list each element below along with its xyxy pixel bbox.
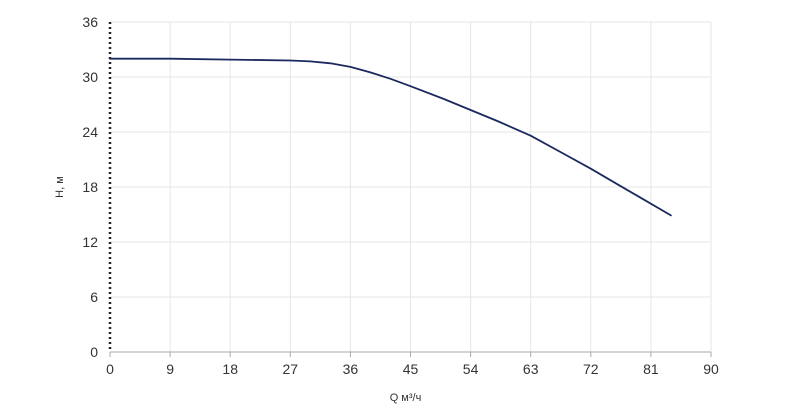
- y-tick-label: 0: [90, 344, 98, 360]
- x-tick-label: 0: [106, 361, 114, 377]
- x-tick-label: 63: [523, 361, 539, 377]
- y-tick-label: 6: [90, 289, 98, 305]
- y-axis-title: H, м: [54, 176, 66, 198]
- series-line: [109, 57, 672, 217]
- x-tick-label: 36: [343, 361, 359, 377]
- x-tick-label: 9: [166, 361, 174, 377]
- x-tick-label: 81: [643, 361, 659, 377]
- y-tick-labels: 0 6 12 18 24 30 36: [82, 14, 98, 360]
- grid: [110, 21, 712, 352]
- x-tick-label: 18: [222, 361, 238, 377]
- y-tick-label: 30: [82, 69, 98, 85]
- x-axis-title: Q м³/ч: [390, 392, 422, 404]
- y-tick-label: 18: [82, 179, 98, 195]
- y-tick-label: 36: [82, 14, 98, 30]
- x-tick-label: 72: [583, 361, 599, 377]
- y-tick-label: 24: [82, 124, 98, 140]
- y-tick-label: 12: [82, 234, 98, 250]
- x-tick-label: 27: [283, 361, 299, 377]
- x-tick-labels: 0 9 18 27 36 45 54 63 72 81 90: [106, 352, 719, 377]
- series-layer: [109, 57, 672, 217]
- x-tick-label: 45: [403, 361, 419, 377]
- x-tick-label: 54: [463, 361, 479, 377]
- x-tick-label: 90: [703, 361, 719, 377]
